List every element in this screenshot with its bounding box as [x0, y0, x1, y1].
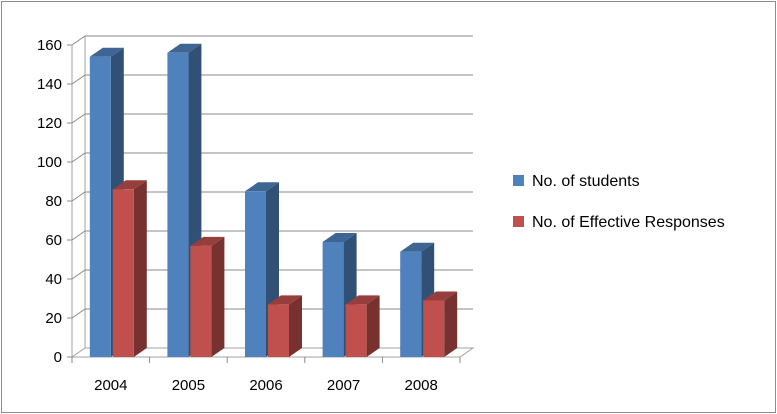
- legend: No. of students No. of Effective Response…: [513, 173, 725, 231]
- bar-top: [245, 182, 279, 192]
- bar: [268, 295, 302, 357]
- bar: [190, 236, 225, 357]
- y-tick-label: 60: [45, 232, 62, 249]
- y-tick-label: 120: [37, 115, 62, 132]
- y-tick-label: 80: [45, 193, 62, 210]
- bar-top: [190, 236, 225, 246]
- bar-top: [112, 180, 147, 190]
- legend-label: No. of students: [532, 173, 640, 190]
- y-tick-label: 0: [54, 349, 62, 366]
- bar-side: [133, 180, 147, 357]
- gridline: [71, 191, 473, 202]
- bar-top: [89, 47, 124, 57]
- bar-top: [167, 43, 202, 53]
- x-tick-label: 2006: [249, 377, 282, 394]
- gridline: [71, 35, 473, 46]
- bar-front: [322, 241, 344, 357]
- y-tick-label: 160: [37, 37, 62, 54]
- legend-label: No. of Effective Responses: [532, 214, 725, 231]
- bar: [345, 295, 380, 357]
- bar-front: [167, 52, 189, 358]
- legend-item: No. of Effective Responses: [513, 214, 725, 231]
- bar-side: [289, 295, 302, 357]
- bars: [89, 43, 458, 358]
- bar-side: [444, 291, 458, 357]
- gridline: [71, 74, 473, 85]
- bar-front: [245, 191, 266, 357]
- x-tick-label: 2004: [94, 377, 127, 394]
- y-tick-label: 140: [37, 76, 62, 93]
- x-tick-label: 2008: [405, 377, 438, 394]
- y-tick-label: 20: [45, 310, 62, 327]
- x-tick-label: 2007: [327, 377, 360, 394]
- bar-front: [345, 304, 367, 357]
- gridline: [71, 230, 473, 241]
- bar-side: [211, 236, 225, 357]
- bar-front: [400, 251, 422, 357]
- x-tick-label: 2005: [172, 377, 205, 394]
- bar-side: [366, 295, 380, 357]
- bar-top: [268, 295, 302, 305]
- y-axis-ticks: 0 20 40 60 80 100 120 140 160: [37, 37, 72, 366]
- legend-swatch: [513, 175, 524, 186]
- bar-front: [190, 245, 212, 357]
- bar-top: [400, 242, 435, 252]
- bar-front: [423, 300, 445, 357]
- bar-top: [322, 232, 357, 242]
- legend-swatch: [513, 216, 524, 227]
- bar: [112, 180, 147, 357]
- y-tick-label: 100: [37, 154, 62, 171]
- y-tick-label: 40: [45, 271, 62, 288]
- bar-top: [423, 291, 458, 301]
- bar-front: [89, 56, 111, 357]
- gridline: [71, 152, 473, 163]
- bar-top: [345, 295, 380, 305]
- bar-front: [268, 304, 289, 357]
- bar-front: [112, 189, 134, 357]
- bar: [423, 291, 458, 357]
- x-axis-ticks: 2004 2005 2006 2007 2008: [71, 357, 461, 394]
- legend-item: No. of students: [513, 173, 640, 190]
- gridline: [71, 113, 473, 124]
